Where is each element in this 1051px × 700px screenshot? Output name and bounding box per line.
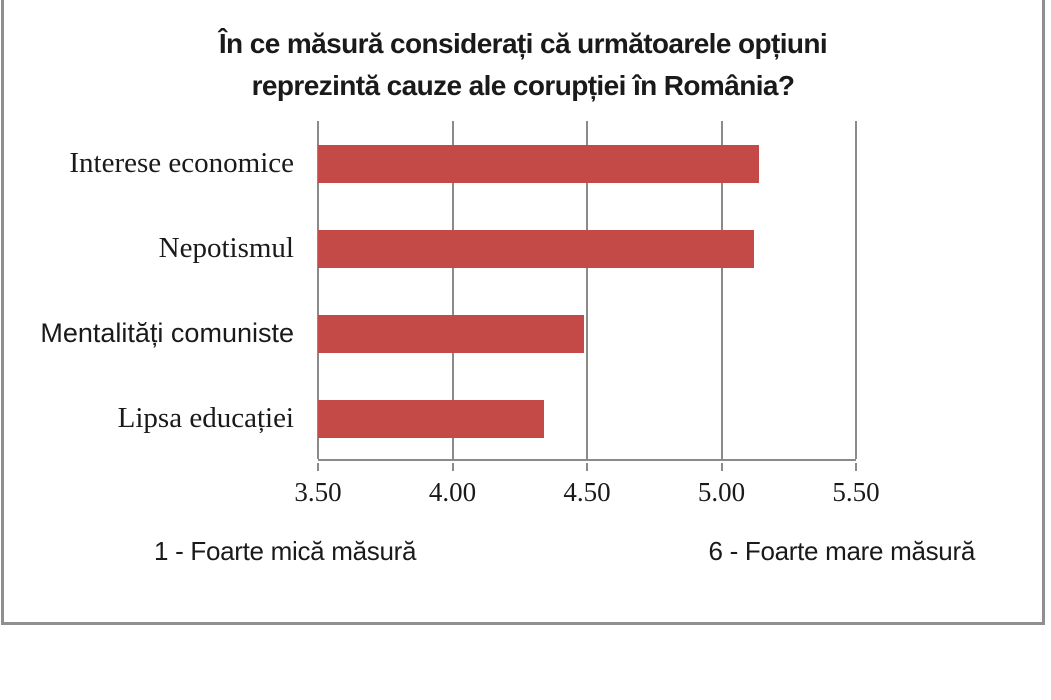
gridline: [317, 121, 319, 459]
category-label: Nepotismul: [158, 232, 294, 264]
x-tick-mark: [720, 463, 723, 471]
x-tick-label: 5.50: [832, 477, 880, 507]
category-label: Interese economice: [69, 147, 294, 179]
plot-area: [317, 121, 857, 461]
chart-title: În ce măsură considerați că următoarele …: [4, 23, 1042, 107]
x-tick-mark: [317, 463, 319, 471]
category-axis-labels: Interese economice Nepotismul Mentalități …: [4, 121, 294, 461]
x-tick-mark: [855, 463, 857, 471]
gridline: [586, 121, 588, 459]
bar-interese-economice: [318, 144, 760, 183]
gridline: [720, 121, 723, 459]
x-tick-label: 5.00: [697, 477, 746, 507]
chart-title-line-2: reprezintă cauze ale corupției în Români…: [251, 70, 795, 101]
chart-title-line-1: În ce măsură considerați că următoarele …: [218, 28, 828, 59]
bar-mentalit-i-comuniste: [318, 314, 585, 353]
x-tick-mark: [451, 463, 454, 471]
category-label: Mentalități comuniste: [40, 318, 294, 348]
x-tick-label: 4.50: [563, 477, 611, 507]
category-label: Lipsa educației: [117, 402, 294, 434]
scale-legend-min: 1 - Foarte mică măsură: [154, 536, 417, 566]
x-tick-mark: [586, 463, 588, 471]
bar-lipsa-educa-iei: [318, 399, 544, 438]
x-axis-tick-marks: [317, 463, 857, 471]
chart-frame: În ce măsură considerați că următoarele …: [1, 0, 1045, 625]
scale-legend: 1 - Foarte mică măsură 6 - Foarte mare m…: [4, 536, 1042, 572]
scale-legend-max: 6 - Foarte mare măsură: [708, 536, 976, 566]
gridline: [451, 121, 454, 459]
x-axis-tick-labels: 3.50 4.00 4.50 5.00 5.50: [294, 477, 879, 511]
x-tick-label: 4.00: [428, 477, 477, 507]
bar-nepotismul: [318, 229, 754, 268]
x-tick-label: 3.50: [294, 477, 342, 507]
gridline: [855, 121, 857, 459]
